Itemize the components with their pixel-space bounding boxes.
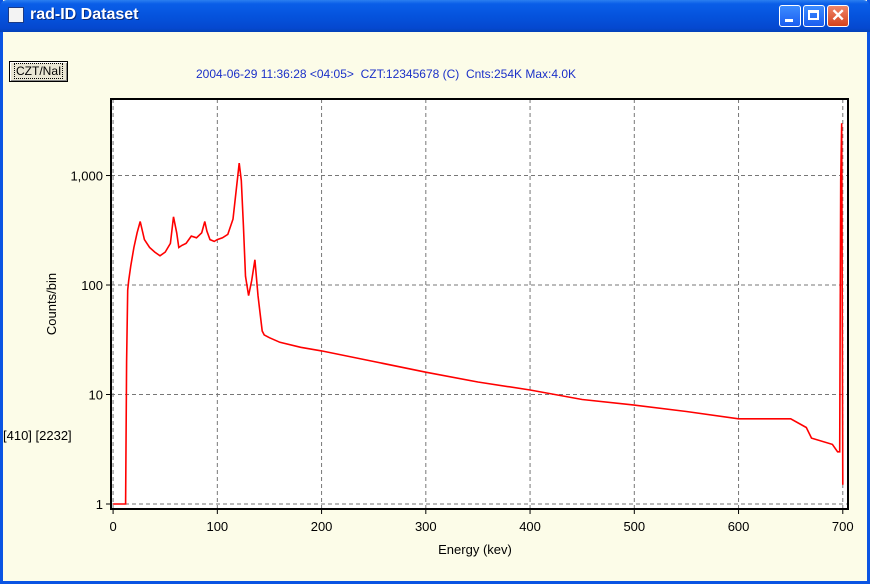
plot-area[interactable] xyxy=(111,99,848,509)
plot-frame xyxy=(110,98,849,510)
minimize-icon xyxy=(785,19,793,22)
close-icon: ✕ xyxy=(831,6,846,25)
y-tick-label: 1,000 xyxy=(70,169,103,184)
x-tick-label: 100 xyxy=(206,519,228,534)
spectrum-line xyxy=(113,123,844,505)
minimize-button[interactable] xyxy=(779,5,801,27)
app-icon[interactable] xyxy=(8,7,24,23)
title-bar[interactable]: rad-ID Dataset ✕ xyxy=(0,0,870,32)
maximize-icon xyxy=(808,10,819,20)
close-button[interactable]: ✕ xyxy=(827,5,849,27)
x-tick-label: 300 xyxy=(415,519,437,534)
chart-title: 2004-06-29 11:36:28 <04:05> CZT:12345678… xyxy=(196,67,577,81)
x-tick-label: 700 xyxy=(832,519,854,534)
x-tick-label: 200 xyxy=(311,519,333,534)
detector-mode-button[interactable]: CZT/NaI xyxy=(9,61,69,82)
series-group xyxy=(113,123,844,505)
channel-readout: [410] [2232] xyxy=(3,428,72,443)
y-tick-label: 10 xyxy=(89,388,103,403)
window-title: rad-ID Dataset xyxy=(30,6,139,23)
y-axis-label: Counts/bin xyxy=(44,273,59,335)
y-axis: 1 10 100 1,000 xyxy=(70,169,111,512)
x-axis: 0 100 200 300 400 500 600 700 xyxy=(109,509,854,534)
maximize-button[interactable] xyxy=(803,5,825,27)
x-tick-label: 400 xyxy=(519,519,541,534)
x-tick-label: 600 xyxy=(728,519,750,534)
x-tick-label: 0 xyxy=(109,519,116,534)
y-tick-label: 1 xyxy=(96,497,103,512)
x-axis-label: Energy (kev) xyxy=(438,542,512,557)
y-tick-label: 100 xyxy=(81,278,103,293)
x-tick-label: 500 xyxy=(623,519,645,534)
detector-mode-label: CZT/NaI xyxy=(14,63,64,79)
